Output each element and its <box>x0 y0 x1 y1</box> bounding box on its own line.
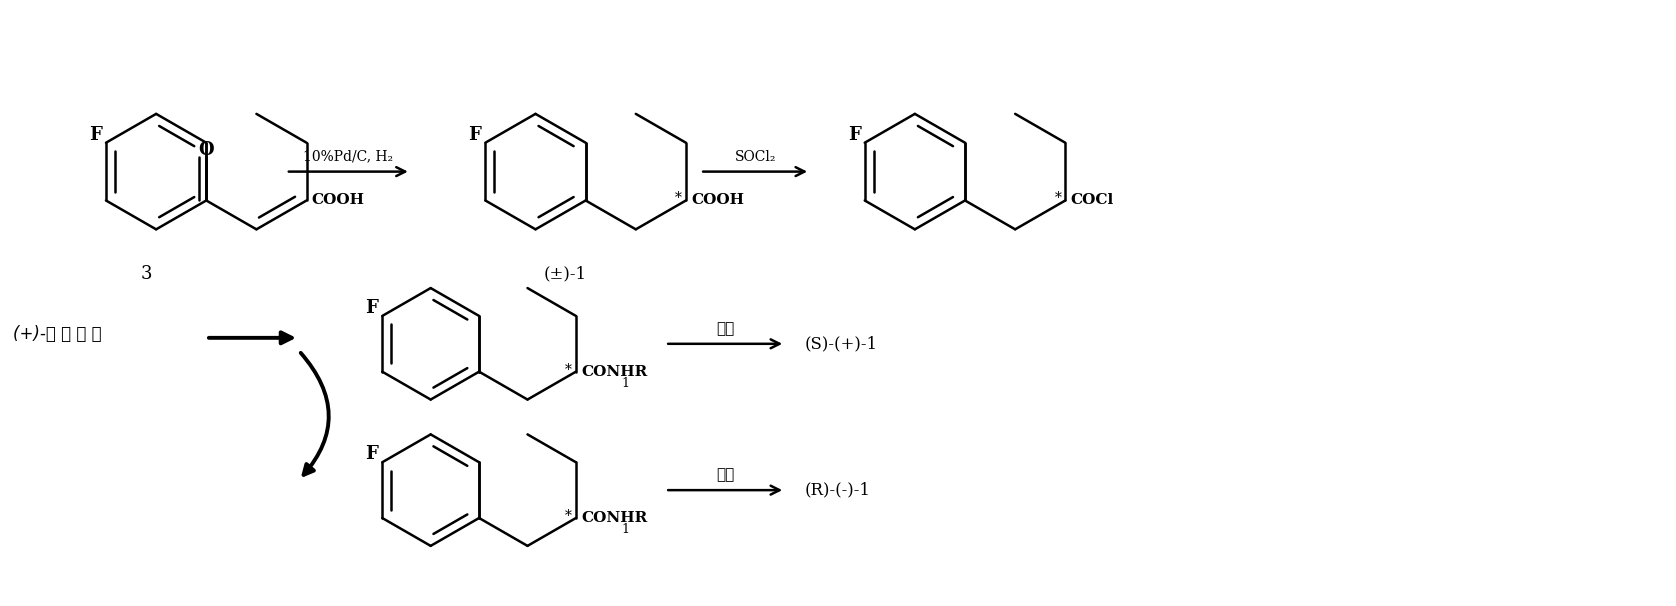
Text: CONHR: CONHR <box>582 511 647 525</box>
Text: F: F <box>365 299 379 317</box>
Text: O: O <box>198 141 215 159</box>
Text: (±)-1: (±)-1 <box>545 265 587 282</box>
Text: COOH: COOH <box>312 193 365 207</box>
Text: 10%Pd/C, H₂: 10%Pd/C, H₂ <box>303 150 394 164</box>
Text: F: F <box>848 126 861 144</box>
Text: 1: 1 <box>622 377 630 390</box>
Text: 3: 3 <box>141 265 153 283</box>
Text: *: * <box>675 191 682 205</box>
Text: F: F <box>365 445 379 464</box>
Text: SOCl₂: SOCl₂ <box>734 150 776 164</box>
Text: F: F <box>89 126 102 144</box>
Text: (S)-(+)-1: (S)-(+)-1 <box>804 335 878 352</box>
Text: COOH: COOH <box>691 193 744 207</box>
Text: CONHR: CONHR <box>582 365 647 379</box>
Text: COCl: COCl <box>1071 193 1113 207</box>
Text: *: * <box>1054 191 1061 205</box>
Text: 盐酸: 盐酸 <box>716 468 734 482</box>
Text: (R)-(-)-1: (R)-(-)-1 <box>804 482 872 499</box>
Text: 1: 1 <box>622 524 630 536</box>
Text: *: * <box>565 363 572 377</box>
Text: (+)-脱 氢 枞 胺: (+)-脱 氢 枞 胺 <box>13 325 102 343</box>
Text: *: * <box>565 509 572 523</box>
Text: 盐酸: 盐酸 <box>716 322 734 336</box>
Text: F: F <box>469 126 481 144</box>
